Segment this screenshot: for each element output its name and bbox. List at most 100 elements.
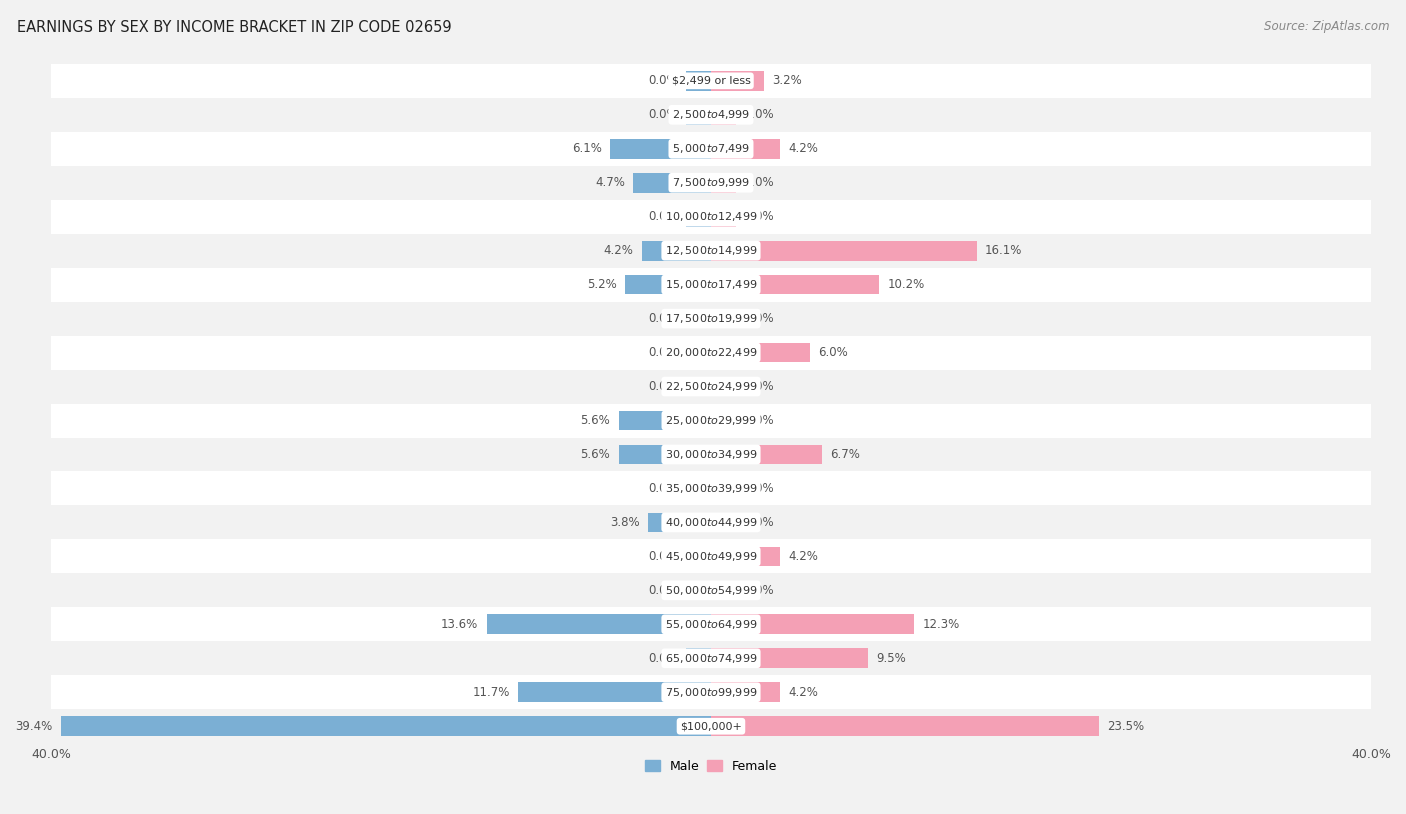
Text: 39.4%: 39.4% xyxy=(15,720,52,733)
Bar xyxy=(711,580,735,600)
Bar xyxy=(686,343,711,362)
Bar xyxy=(711,411,735,431)
Bar xyxy=(686,546,711,567)
Bar xyxy=(711,716,1098,736)
Bar xyxy=(686,649,711,668)
Bar xyxy=(711,615,914,634)
Bar xyxy=(626,275,711,295)
Bar xyxy=(51,709,1371,743)
Text: $17,500 to $19,999: $17,500 to $19,999 xyxy=(665,312,758,325)
Bar xyxy=(711,649,868,668)
Bar xyxy=(686,309,711,329)
Text: $40,000 to $44,999: $40,000 to $44,999 xyxy=(665,516,758,529)
Bar xyxy=(51,302,1371,335)
Text: EARNINGS BY SEX BY INCOME BRACKET IN ZIP CODE 02659: EARNINGS BY SEX BY INCOME BRACKET IN ZIP… xyxy=(17,20,451,35)
Text: 0.0%: 0.0% xyxy=(648,74,678,87)
Bar xyxy=(711,275,879,295)
Bar xyxy=(51,370,1371,404)
Text: 0.0%: 0.0% xyxy=(648,652,678,665)
Bar xyxy=(711,513,735,532)
Bar xyxy=(51,607,1371,641)
Bar xyxy=(686,479,711,498)
Bar xyxy=(51,573,1371,607)
Text: $7,500 to $9,999: $7,500 to $9,999 xyxy=(672,177,751,189)
Bar xyxy=(711,343,810,362)
Text: $65,000 to $74,999: $65,000 to $74,999 xyxy=(665,652,758,665)
Bar xyxy=(486,615,711,634)
Text: 16.1%: 16.1% xyxy=(986,244,1022,257)
Text: $22,500 to $24,999: $22,500 to $24,999 xyxy=(665,380,758,393)
Text: 0.0%: 0.0% xyxy=(744,108,773,121)
Legend: Male, Female: Male, Female xyxy=(640,755,782,777)
Bar xyxy=(51,540,1371,573)
Text: 9.5%: 9.5% xyxy=(876,652,905,665)
Text: 0.0%: 0.0% xyxy=(744,516,773,529)
Bar xyxy=(711,105,735,125)
Text: 5.6%: 5.6% xyxy=(581,414,610,427)
Text: 13.6%: 13.6% xyxy=(441,618,478,631)
Bar xyxy=(711,139,780,159)
Bar xyxy=(648,513,711,532)
Bar xyxy=(686,71,711,90)
Text: 3.8%: 3.8% xyxy=(610,516,640,529)
Text: $10,000 to $12,499: $10,000 to $12,499 xyxy=(665,210,758,223)
Text: 0.0%: 0.0% xyxy=(744,312,773,325)
Bar xyxy=(711,207,735,226)
Text: 0.0%: 0.0% xyxy=(648,550,678,563)
Bar xyxy=(51,505,1371,540)
Text: 0.0%: 0.0% xyxy=(648,210,678,223)
Text: 0.0%: 0.0% xyxy=(648,108,678,121)
Bar xyxy=(51,234,1371,268)
Text: $75,000 to $99,999: $75,000 to $99,999 xyxy=(665,685,758,698)
Bar xyxy=(51,132,1371,166)
Bar xyxy=(641,241,711,260)
Text: 6.1%: 6.1% xyxy=(572,142,602,155)
Bar xyxy=(60,716,711,736)
Text: 4.2%: 4.2% xyxy=(789,550,818,563)
Text: 0.0%: 0.0% xyxy=(744,177,773,189)
Bar xyxy=(51,676,1371,709)
Bar xyxy=(51,63,1371,98)
Text: $5,000 to $7,499: $5,000 to $7,499 xyxy=(672,142,751,155)
Bar xyxy=(619,444,711,464)
Bar xyxy=(51,166,1371,199)
Bar xyxy=(51,471,1371,505)
Bar xyxy=(634,173,711,193)
Text: 23.5%: 23.5% xyxy=(1107,720,1144,733)
Text: 0.0%: 0.0% xyxy=(648,312,678,325)
Text: 0.0%: 0.0% xyxy=(648,482,678,495)
Text: $35,000 to $39,999: $35,000 to $39,999 xyxy=(665,482,758,495)
Bar xyxy=(686,105,711,125)
Bar xyxy=(51,98,1371,132)
Bar xyxy=(711,546,780,567)
Text: $55,000 to $64,999: $55,000 to $64,999 xyxy=(665,618,758,631)
Bar xyxy=(711,309,735,329)
Bar xyxy=(51,437,1371,471)
Text: $100,000+: $100,000+ xyxy=(681,721,742,731)
Bar xyxy=(51,641,1371,676)
Text: 0.0%: 0.0% xyxy=(744,584,773,597)
Text: Source: ZipAtlas.com: Source: ZipAtlas.com xyxy=(1264,20,1389,33)
Text: $12,500 to $14,999: $12,500 to $14,999 xyxy=(665,244,758,257)
Text: 10.2%: 10.2% xyxy=(887,278,925,291)
Bar xyxy=(711,479,735,498)
Text: 5.6%: 5.6% xyxy=(581,448,610,461)
Text: $15,000 to $17,499: $15,000 to $17,499 xyxy=(665,278,758,291)
Bar xyxy=(51,404,1371,437)
Text: 6.7%: 6.7% xyxy=(830,448,859,461)
Bar xyxy=(51,335,1371,370)
Text: $30,000 to $34,999: $30,000 to $34,999 xyxy=(665,448,758,461)
Bar xyxy=(610,139,711,159)
Text: 5.2%: 5.2% xyxy=(588,278,617,291)
Text: 0.0%: 0.0% xyxy=(744,210,773,223)
Bar xyxy=(711,377,735,396)
Bar xyxy=(711,241,977,260)
Bar xyxy=(517,682,711,702)
Text: 0.0%: 0.0% xyxy=(648,584,678,597)
Text: 4.2%: 4.2% xyxy=(789,685,818,698)
Bar xyxy=(686,580,711,600)
Text: 4.7%: 4.7% xyxy=(595,177,626,189)
Text: 3.2%: 3.2% xyxy=(772,74,801,87)
Bar xyxy=(686,207,711,226)
Text: $50,000 to $54,999: $50,000 to $54,999 xyxy=(665,584,758,597)
